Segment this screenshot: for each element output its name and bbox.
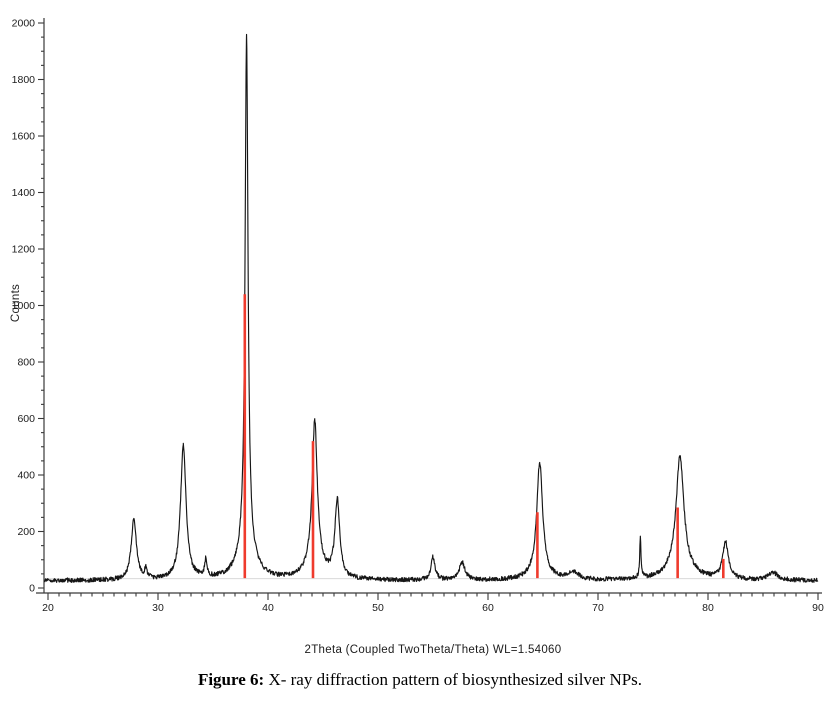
y-tick-label: 0 xyxy=(29,583,35,595)
x-tick-label: 60 xyxy=(482,602,494,614)
x-tick-label: 70 xyxy=(592,602,604,614)
y-tick-label: 1800 xyxy=(12,74,36,86)
figure-caption: Figure 6: X- ray diffraction pattern of … xyxy=(0,670,840,690)
figure-caption-text: X- ray diffraction pattern of biosynthes… xyxy=(268,670,643,689)
xrd-chart: 0 200 400 600 800 1000 1200 1400 1600 1800 2000 20 3… xyxy=(10,18,824,657)
plot-axes: 0 200 400 600 800 1000 1200 1400 1600 1800 2000 20 3… xyxy=(12,18,824,615)
xrd-trace-path xyxy=(44,33,819,583)
y-axis-title: Counts xyxy=(10,284,22,322)
y-tick-label: 800 xyxy=(17,357,35,369)
x-tick-label: 40 xyxy=(262,602,274,614)
y-tick-label: 600 xyxy=(17,413,35,425)
x-tick-label: 30 xyxy=(152,602,164,614)
xrd-trace xyxy=(44,33,819,583)
y-tick-label: 400 xyxy=(17,470,35,482)
x-tick-label: 20 xyxy=(42,602,54,614)
x-tick-label: 90 xyxy=(812,602,824,614)
x-tick-label: 80 xyxy=(702,602,714,614)
y-tick-label: 1600 xyxy=(12,131,36,143)
reference-lines xyxy=(243,294,725,579)
y-tick-label: 200 xyxy=(17,526,35,538)
x-axis-title: 2Theta (Coupled TwoTheta/Theta) WL=1.540… xyxy=(305,644,562,656)
figure-caption-label: Figure 6: xyxy=(197,670,265,689)
y-tick-label: 1000 xyxy=(12,300,36,312)
x-tick-label: 50 xyxy=(372,602,384,614)
y-tick-label: 1200 xyxy=(12,244,36,256)
y-tick-label: 1400 xyxy=(12,187,36,199)
y-tick-label: 2000 xyxy=(12,18,36,30)
